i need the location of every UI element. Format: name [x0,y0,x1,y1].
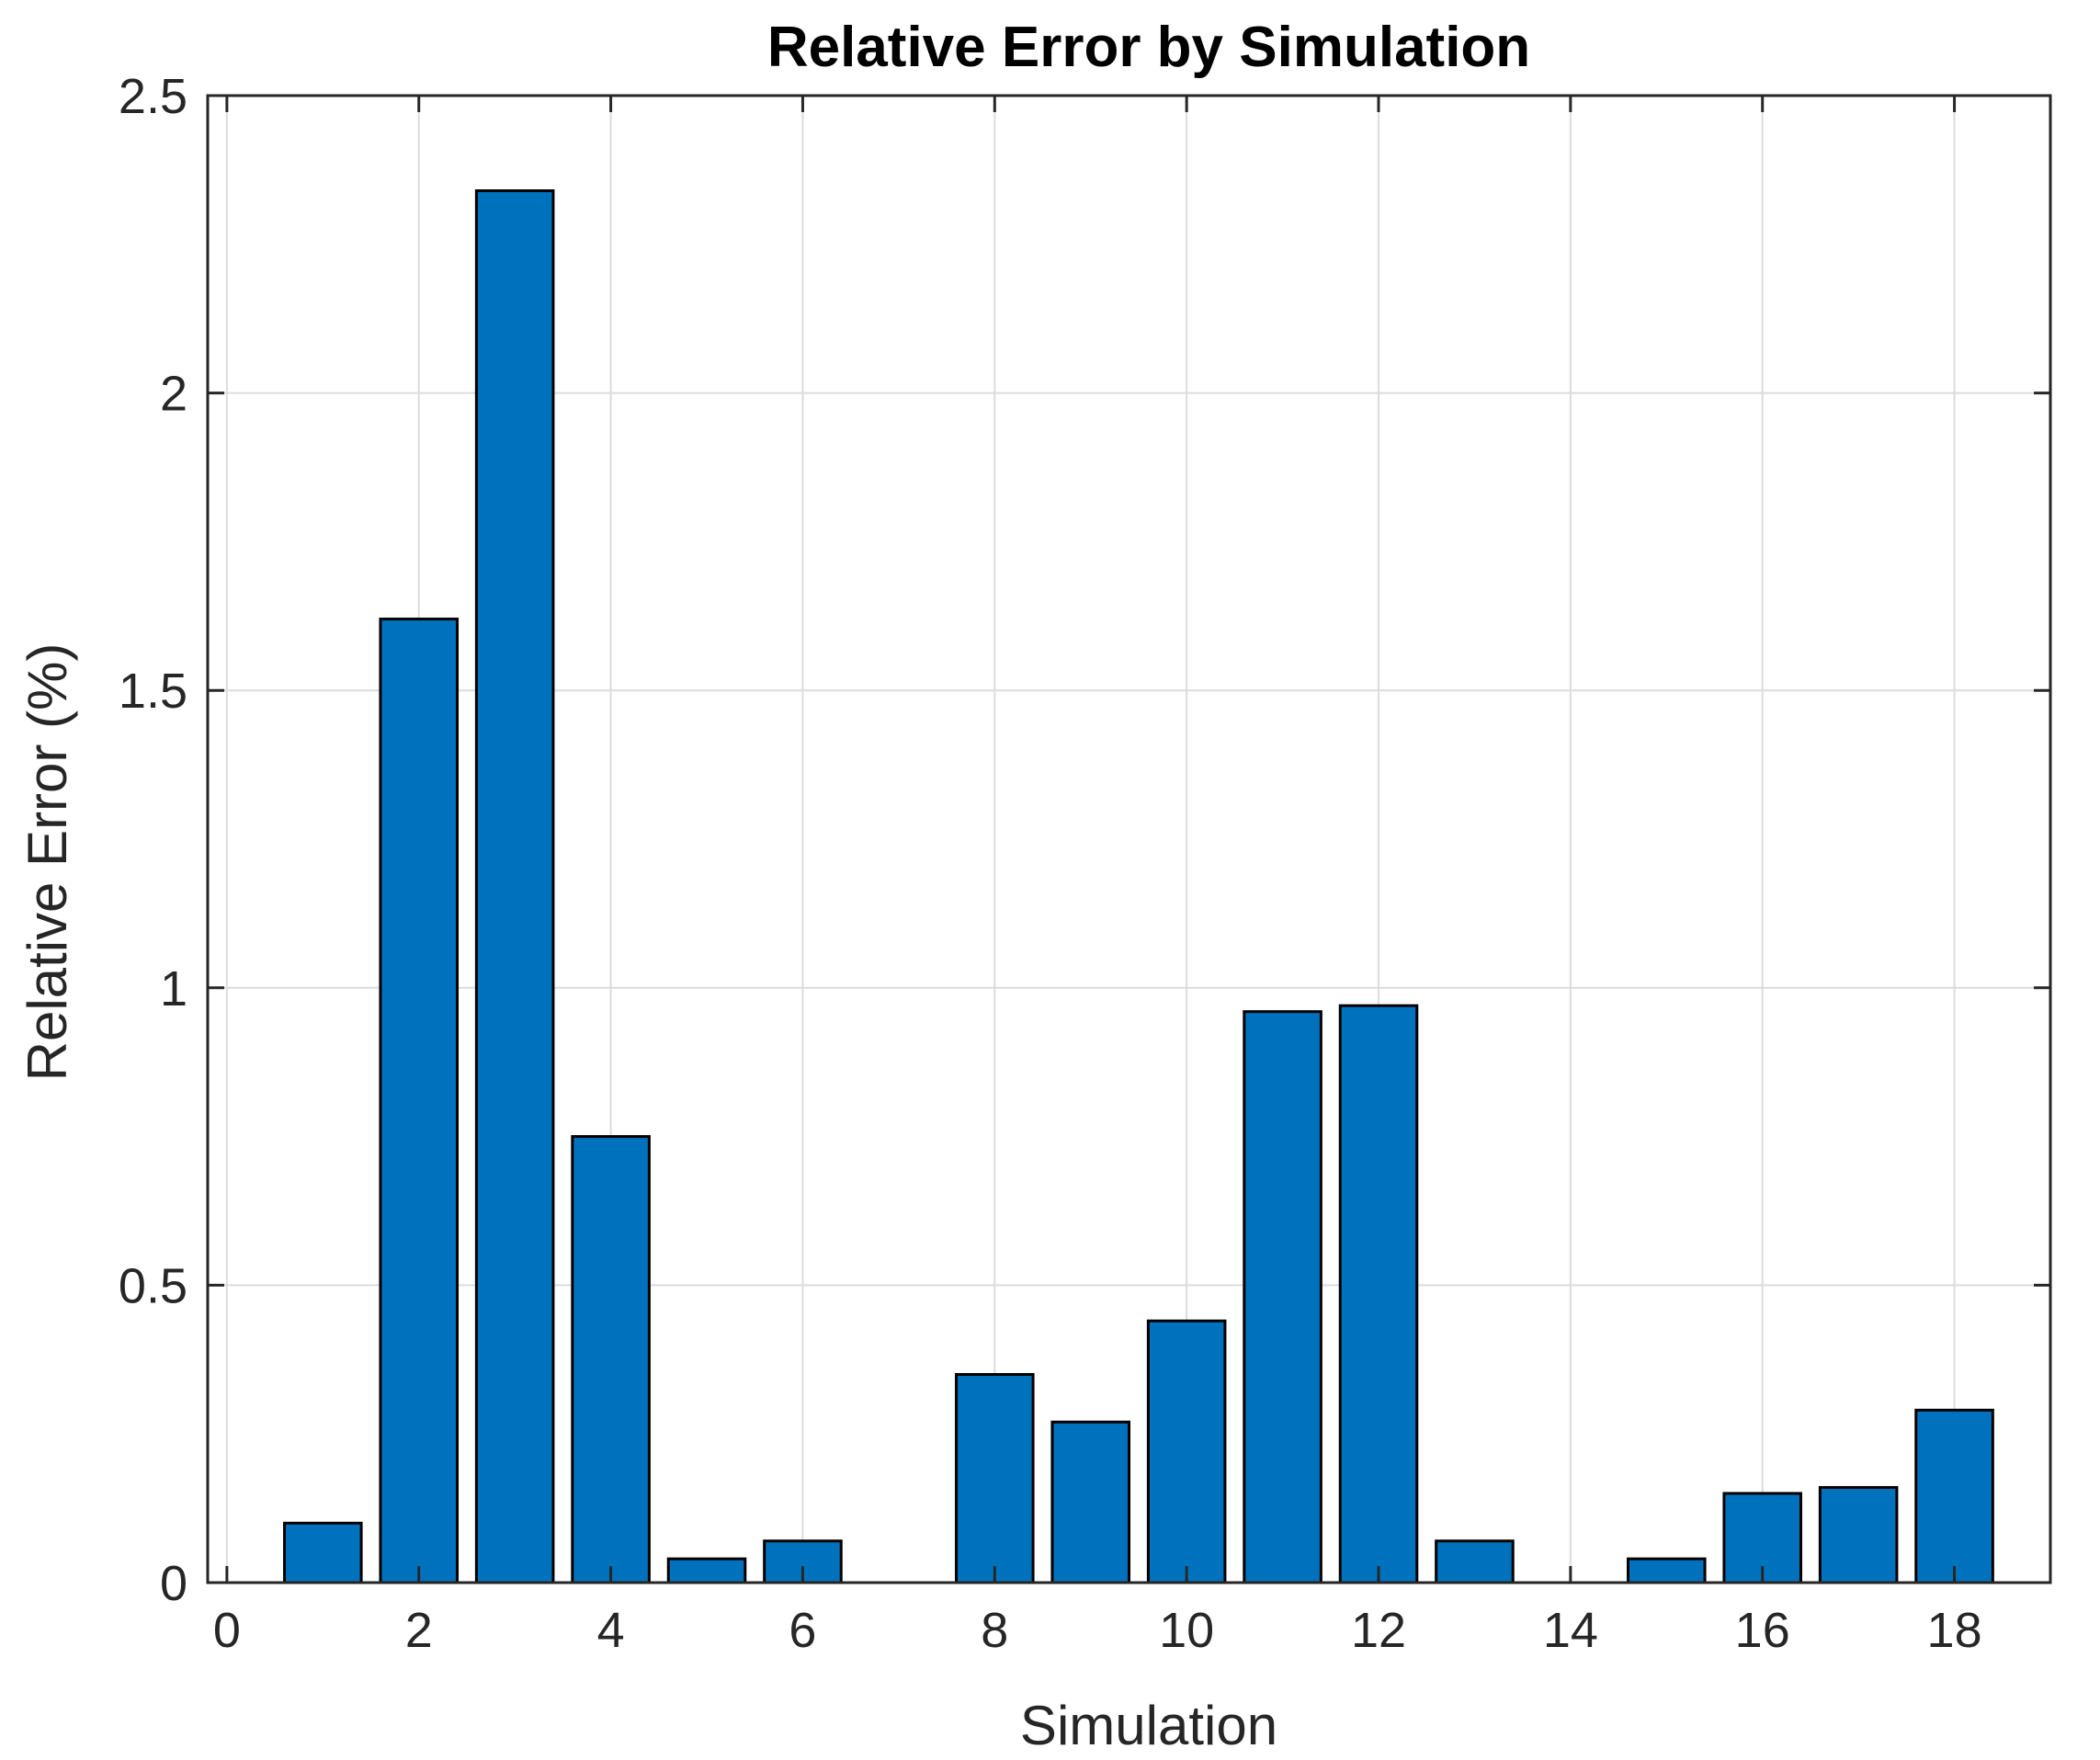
x-axis-label: Simulation [1020,1695,1277,1755]
y-tick-label: 1 [160,961,187,1016]
bars [283,189,1994,1584]
bar-simulation-11 [1243,1010,1322,1584]
bar-simulation-5 [666,1557,747,1584]
y-tick-label: 0 [160,1556,187,1611]
axes-box [206,94,2052,1584]
x-tick-label: 14 [1543,1603,1598,1658]
bar-simulation-18 [1914,1408,1994,1584]
x-tick-label: 4 [597,1603,625,1658]
chart-title: Relative Error by Simulation [767,16,1530,79]
bar-simulation-4 [571,1135,651,1584]
bar-simulation-15 [1627,1557,1707,1584]
x-tick-label: 8 [981,1603,1008,1658]
x-tick-label: 6 [789,1603,816,1658]
x-tick-label: 18 [1927,1603,1982,1658]
bar-simulation-13 [1435,1539,1515,1584]
x-tick-label: 2 [405,1603,433,1658]
bar-simulation-8 [955,1372,1035,1584]
y-tick-label: 2 [160,367,187,422]
bar-simulation-1 [283,1521,363,1584]
y-tick-label: 0.5 [119,1258,187,1313]
bar-simulation-3 [474,189,555,1584]
x-tick-label: 10 [1159,1603,1214,1658]
x-tick-label: 12 [1351,1603,1406,1658]
x-tick-label: 16 [1735,1603,1790,1658]
y-tick-label: 1.5 [119,664,187,719]
bar-simulation-12 [1338,1004,1419,1584]
y-tick-label: 2.5 [119,69,187,124]
ticks: 0 2 4 6 8 10 12 14 16 18 0 0.5 1 1.5 2 2.5 [119,69,2050,1658]
bar-simulation-17 [1818,1485,1899,1584]
bar-simulation-9 [1050,1420,1131,1584]
x-tick-label: 0 [213,1603,241,1658]
bar-simulation-2 [379,618,460,1584]
y-axis-label: Relative Error (%) [17,643,78,1082]
bar-simulation-10 [1146,1319,1227,1584]
